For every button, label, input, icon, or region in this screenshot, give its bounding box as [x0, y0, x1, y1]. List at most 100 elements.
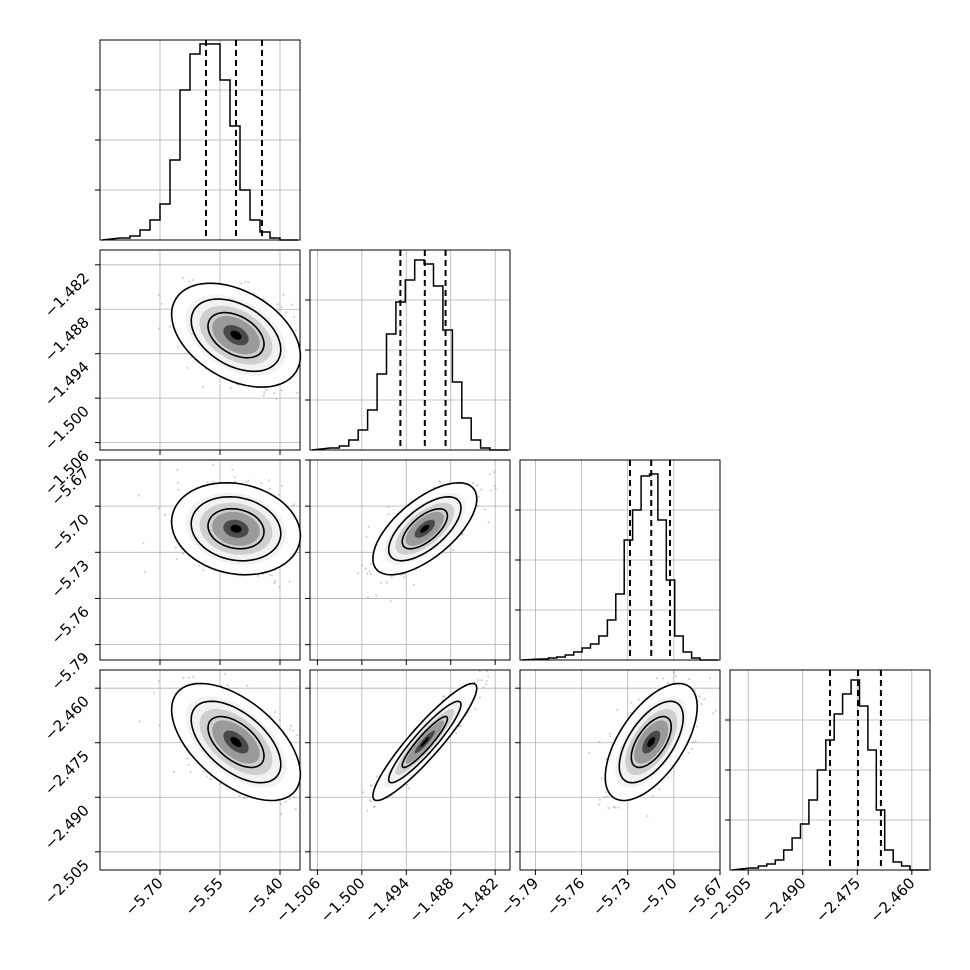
panel-frame — [519, 459, 721, 661]
density-level — [230, 524, 242, 533]
sample-point — [240, 282, 243, 285]
sample-point — [609, 732, 612, 735]
sample-point — [390, 575, 393, 579]
sample-point — [224, 672, 227, 676]
panel-frame — [99, 459, 301, 661]
sample-point — [189, 770, 192, 773]
sample-point — [658, 788, 661, 791]
sample-point — [389, 600, 392, 603]
sample-point — [157, 293, 160, 297]
sample-point — [273, 581, 276, 584]
scatter-panel-4-2 — [305, 669, 511, 875]
sample-point — [263, 391, 266, 394]
sample-point — [364, 567, 367, 570]
sample-point — [385, 581, 389, 584]
contour-line — [630, 715, 673, 769]
sample-point — [278, 718, 281, 722]
sample-point — [269, 488, 272, 491]
contour-line — [401, 715, 449, 769]
sample-point — [476, 679, 479, 682]
scatter-panel-3-1 — [95, 459, 302, 665]
sample-point — [662, 677, 665, 680]
sample-point — [478, 696, 481, 699]
panel-frame — [99, 249, 301, 451]
sample-point — [605, 791, 608, 794]
contour-line — [190, 495, 282, 562]
histogram-step — [101, 43, 298, 241]
sample-point — [187, 763, 190, 767]
sample-point — [474, 707, 477, 711]
sample-point — [375, 775, 378, 778]
sample-point — [262, 394, 265, 397]
sample-point — [153, 691, 156, 694]
y-tick-label-4: −2.490 — [41, 801, 93, 853]
hist-panel-3 — [515, 459, 721, 661]
sample-point — [600, 777, 603, 780]
panel-frame — [309, 249, 511, 451]
sample-point — [265, 388, 268, 392]
panel-frame — [309, 669, 511, 871]
sample-point — [630, 701, 633, 704]
sample-point — [202, 569, 205, 572]
sample-point — [666, 681, 670, 685]
sample-point — [247, 479, 250, 482]
sample-point — [629, 711, 633, 714]
x-tick-label-2: −1.488 — [406, 874, 458, 926]
sample-point — [609, 735, 612, 738]
sample-point — [369, 562, 372, 566]
sample-point — [268, 479, 271, 482]
sample-point — [617, 806, 620, 809]
sample-point — [443, 695, 446, 698]
sample-point — [370, 784, 373, 787]
sample-point — [356, 572, 359, 575]
panel-frame — [729, 669, 931, 871]
sample-point — [268, 573, 271, 576]
sample-point — [176, 481, 180, 484]
sample-point — [452, 549, 455, 552]
sample-point — [387, 506, 390, 509]
contour-line — [618, 700, 685, 784]
sample-point — [366, 809, 369, 812]
sample-point — [198, 564, 201, 567]
sample-point — [202, 770, 205, 773]
sample-point — [402, 576, 406, 579]
x-tick-label-4: −2.460 — [867, 874, 919, 926]
sample-point — [480, 488, 483, 491]
sample-point — [243, 797, 246, 800]
sample-point — [280, 813, 283, 816]
sample-point — [483, 508, 486, 511]
sample-point — [480, 679, 483, 682]
sample-point — [191, 278, 194, 281]
sample-point — [439, 481, 442, 484]
y-tick-label-2: −1.500 — [41, 402, 93, 454]
x-tick-label-2: −1.500 — [317, 874, 369, 926]
sample-point — [460, 533, 463, 536]
sample-point — [487, 675, 490, 678]
sample-point — [485, 680, 488, 683]
sample-point — [476, 504, 480, 507]
scatter-panel-2-1 — [95, 249, 302, 455]
sample-point — [273, 391, 276, 394]
x-tick-label-1: −5.55 — [182, 874, 227, 919]
sample-point — [176, 345, 179, 348]
sample-point — [482, 686, 485, 689]
sample-point — [290, 724, 293, 727]
y-tick-label-4: −2.475 — [41, 747, 93, 799]
sample-point — [188, 280, 191, 283]
contour-line — [372, 481, 478, 576]
sample-point — [280, 389, 283, 392]
sample-point — [293, 315, 296, 319]
density-level — [647, 736, 656, 748]
sample-point — [492, 471, 496, 474]
sample-point — [206, 481, 209, 484]
sample-point — [691, 741, 695, 744]
sample-point — [367, 525, 371, 529]
panel-frame — [99, 669, 301, 871]
sample-point — [247, 281, 250, 284]
sample-point — [691, 747, 694, 750]
sample-point — [186, 366, 189, 369]
sample-point — [712, 712, 715, 715]
sample-point — [281, 485, 284, 488]
y-tick-label-2: −1.488 — [41, 313, 93, 365]
